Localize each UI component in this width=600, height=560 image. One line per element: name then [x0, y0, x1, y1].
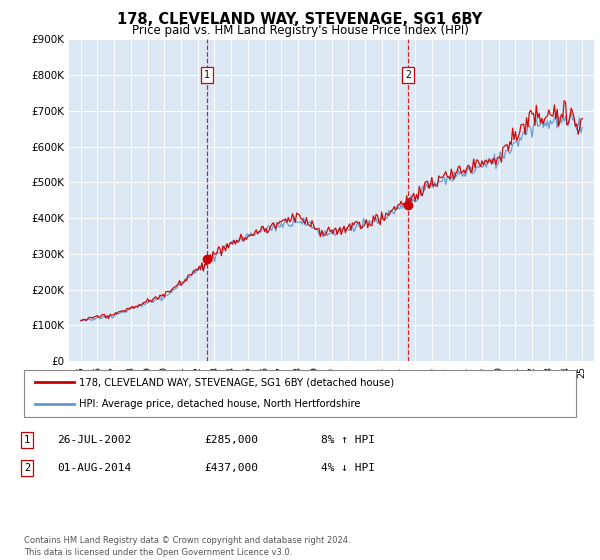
Text: 178, CLEVELAND WAY, STEVENAGE, SG1 6BY: 178, CLEVELAND WAY, STEVENAGE, SG1 6BY [118, 12, 482, 27]
Text: 2: 2 [405, 70, 411, 80]
Text: £285,000: £285,000 [204, 435, 258, 445]
Text: 1: 1 [24, 435, 30, 445]
Text: 178, CLEVELAND WAY, STEVENAGE, SG1 6BY (detached house): 178, CLEVELAND WAY, STEVENAGE, SG1 6BY (… [79, 377, 394, 388]
Text: 01-AUG-2014: 01-AUG-2014 [57, 463, 131, 473]
Text: 4% ↓ HPI: 4% ↓ HPI [321, 463, 375, 473]
Text: Price paid vs. HM Land Registry's House Price Index (HPI): Price paid vs. HM Land Registry's House … [131, 24, 469, 36]
Text: 2: 2 [24, 463, 30, 473]
Text: 26-JUL-2002: 26-JUL-2002 [57, 435, 131, 445]
Text: Contains HM Land Registry data © Crown copyright and database right 2024.
This d: Contains HM Land Registry data © Crown c… [24, 536, 350, 557]
Text: HPI: Average price, detached house, North Hertfordshire: HPI: Average price, detached house, Nort… [79, 399, 361, 409]
Text: 8% ↑ HPI: 8% ↑ HPI [321, 435, 375, 445]
Text: £437,000: £437,000 [204, 463, 258, 473]
Text: 1: 1 [205, 70, 210, 80]
